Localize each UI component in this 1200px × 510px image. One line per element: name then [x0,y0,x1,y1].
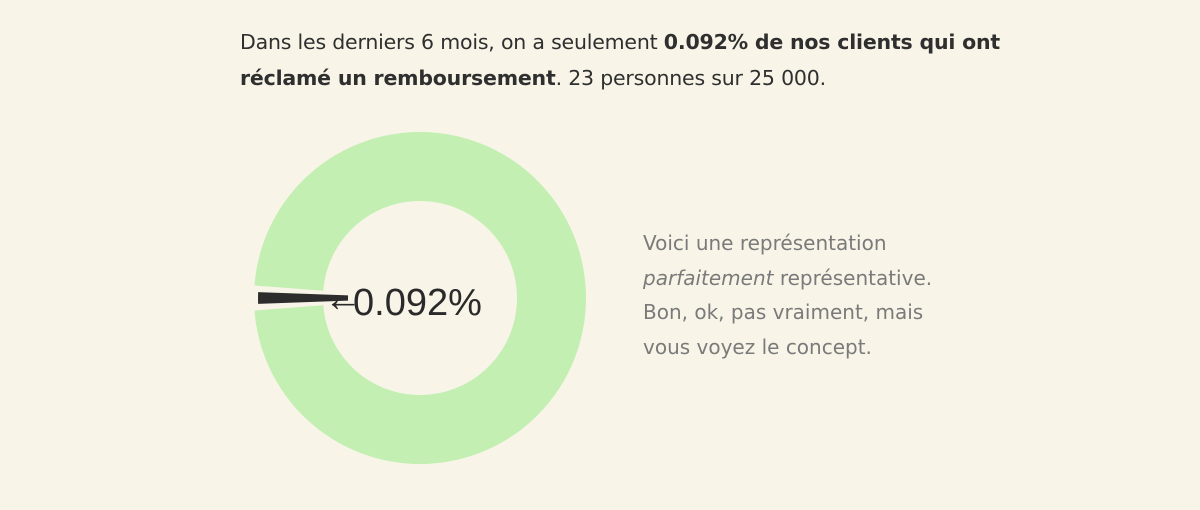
center-value-label: 0.092% [353,282,482,324]
donut-svg: ← 0.092% [254,132,586,464]
side-note: Voici une représentation parfaitement re… [643,226,973,364]
note-line-1: Voici une représentation [643,231,887,255]
donut-slices [254,132,586,464]
intro-bold: 0.092% de nos clients qui ont réclamé un… [240,30,1001,90]
intro-part2: . 23 personnes sur 25 000. [555,66,827,90]
note-line-4: vous voyez le concept. [643,334,872,359]
donut-slice-remaining [254,132,586,464]
intro-part1: Dans les derniers 6 mois, on a seulement [240,30,664,54]
note-italic: parfaitement [643,265,774,290]
donut-chart: ← 0.092% [250,128,590,468]
slice-pointer-arrow: ← [324,278,362,320]
donut-slice-refunds [258,292,349,304]
note-line-2: parfaitement représentative. [643,261,973,296]
note-line-3: Bon, ok, pas vraiment, mais [643,300,924,324]
note-line-2-rest: représentative. [773,265,933,290]
intro-text: Dans les derniers 6 mois, on a seulement… [240,24,1000,96]
